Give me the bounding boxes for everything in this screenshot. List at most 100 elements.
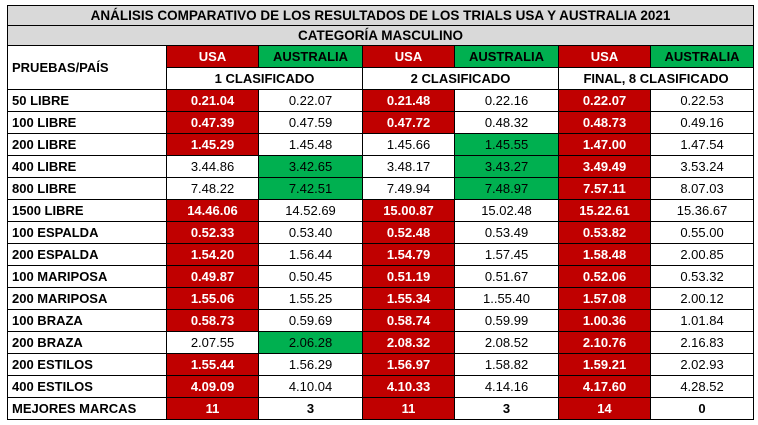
time-cell: 0.22.07 <box>258 89 363 112</box>
time-cell: 15.36.67 <box>649 199 755 222</box>
time-cell: 2.08.52 <box>454 331 559 354</box>
time-cell: 0.59.99 <box>454 309 559 332</box>
time-cell: 3.43.27 <box>454 155 559 178</box>
event-label: 200 LIBRE <box>7 133 167 156</box>
time-cell: 1.47.00 <box>558 133 651 156</box>
time-cell: 1.54.79 <box>362 243 455 266</box>
time-cell: 2.10.76 <box>558 331 651 354</box>
totals-value: 0 <box>649 397 755 420</box>
event-label: 50 LIBRE <box>7 89 167 112</box>
time-cell: 0.48.32 <box>454 111 559 134</box>
table-row: 400 ESTILOS 4.09.09 4.10.04 4.10.33 4.14.16 4… <box>7 375 755 398</box>
time-cell: 7.49.94 <box>362 177 455 200</box>
time-cell: 1.55.34 <box>362 287 455 310</box>
time-cell: 4.10.33 <box>362 375 455 398</box>
time-cell: 0.22.16 <box>454 89 559 112</box>
event-label: 100 BRAZA <box>7 309 167 332</box>
country-header-usa: USA <box>166 45 259 68</box>
time-cell: 2.16.83 <box>649 331 755 354</box>
event-label: 200 ESTILOS <box>7 353 167 376</box>
table-row: 200 BRAZA 2.07.55 2.06.28 2.08.32 2.08.52 2.1… <box>7 331 755 354</box>
time-cell: 0.58.74 <box>362 309 455 332</box>
time-cell: 0.59.69 <box>258 309 363 332</box>
time-cell: 0.53.49 <box>454 221 559 244</box>
event-label: 800 LIBRE <box>7 177 167 200</box>
totals-value: 14 <box>558 397 651 420</box>
country-header-usa: USA <box>362 45 455 68</box>
table-row: 100 ESPALDA 0.52.33 0.53.40 0.52.48 0.53.49 0… <box>7 221 755 244</box>
time-cell: 1.55.44 <box>166 353 259 376</box>
totals-value: 3 <box>454 397 559 420</box>
time-cell: 0.52.06 <box>558 265 651 288</box>
totals-value: 11 <box>166 397 259 420</box>
table-row: 1500 LIBRE 14.46.06 14.52.69 15.00.87 15.02.… <box>7 199 755 222</box>
time-cell: 3.42.65 <box>258 155 363 178</box>
event-label: 1500 LIBRE <box>7 199 167 222</box>
time-cell: 0.21.48 <box>362 89 455 112</box>
time-cell: 3.44.86 <box>166 155 259 178</box>
time-cell: 0.53.82 <box>558 221 651 244</box>
time-cell: 3.48.17 <box>362 155 455 178</box>
time-cell: 4.10.04 <box>258 375 363 398</box>
totals-label: MEJORES MARCAS <box>7 397 167 420</box>
table-row: 200 MARIPOSA 1.55.06 1.55.25 1.55.34 1..55.4… <box>7 287 755 310</box>
time-cell: 0.58.73 <box>166 309 259 332</box>
comparison-table: ANÁLISIS COMPARATIVO DE LOS RESULTADOS D… <box>6 5 755 420</box>
time-cell: 1.45.29 <box>166 133 259 156</box>
event-label: 100 LIBRE <box>7 111 167 134</box>
time-cell: 1..55.40 <box>454 287 559 310</box>
event-label: 200 ESPALDA <box>7 243 167 266</box>
time-cell: 0.52.48 <box>362 221 455 244</box>
event-label: 100 MARIPOSA <box>7 265 167 288</box>
time-cell: 1.58.82 <box>454 353 559 376</box>
time-cell: 0.49.16 <box>649 111 755 134</box>
table-row: 100 LIBRE 0.47.39 0.47.59 0.47.72 0.48.32 0.4… <box>7 111 755 134</box>
country-header-australia: AUSTRALIA <box>649 45 755 68</box>
time-cell: 1.57.08 <box>558 287 651 310</box>
totals-row: MEJORES MARCAS 11 3 11 3 14 0 <box>7 397 755 420</box>
time-cell: 8.07.03 <box>649 177 755 200</box>
corner-label: PRUEBAS/PAÍS <box>7 45 167 90</box>
time-cell: 1.45.48 <box>258 133 363 156</box>
comparison-table-wrapper: ANÁLISIS COMPARATIVO DE LOS RESULTADOS D… <box>6 5 755 420</box>
totals-value: 11 <box>362 397 455 420</box>
time-cell: 4.09.09 <box>166 375 259 398</box>
time-cell: 0.22.07 <box>558 89 651 112</box>
time-cell: 2.00.85 <box>649 243 755 266</box>
time-cell: 7.42.51 <box>258 177 363 200</box>
time-cell: 1.56.29 <box>258 353 363 376</box>
time-cell: 7.48.97 <box>454 177 559 200</box>
time-cell: 1.45.55 <box>454 133 559 156</box>
table-row: 100 MARIPOSA 0.49.87 0.50.45 0.51.19 0.51.67… <box>7 265 755 288</box>
time-cell: 2.08.32 <box>362 331 455 354</box>
table-row: 100 BRAZA 0.58.73 0.59.69 0.58.74 0.59.99 1.0… <box>7 309 755 332</box>
phase-header: 1 CLASIFICADO <box>166 67 363 90</box>
table-title: ANÁLISIS COMPARATIVO DE LOS RESULTADOS D… <box>6 5 755 26</box>
time-cell: 3.49.49 <box>558 155 651 178</box>
time-cell: 4.17.60 <box>558 375 651 398</box>
time-cell: 0.47.72 <box>362 111 455 134</box>
phase-header: FINAL, 8 CLASIFICADO <box>557 67 755 90</box>
time-cell: 2.02.93 <box>649 353 755 376</box>
time-cell: 15.00.87 <box>362 199 455 222</box>
time-cell: 1.01.84 <box>649 309 755 332</box>
table-row: 50 LIBRE 0.21.04 0.22.07 0.21.48 0.22.16 0.22… <box>7 89 755 112</box>
time-cell: 1.47.54 <box>649 133 755 156</box>
event-label: 200 MARIPOSA <box>7 287 167 310</box>
time-cell: 3.53.24 <box>649 155 755 178</box>
time-cell: 0.47.39 <box>166 111 259 134</box>
table-row: 200 ESTILOS 1.55.44 1.56.29 1.56.97 1.58.82 1… <box>7 353 755 376</box>
time-cell: 0.53.40 <box>258 221 363 244</box>
country-header-usa: USA <box>558 45 651 68</box>
time-cell: 1.57.45 <box>454 243 559 266</box>
time-cell: 0.50.45 <box>258 265 363 288</box>
table-row: 400 LIBRE 3.44.86 3.42.65 3.48.17 3.43.27 3.4… <box>7 155 755 178</box>
time-cell: 0.55.00 <box>649 221 755 244</box>
time-cell: 0.49.87 <box>166 265 259 288</box>
table-row: 200 ESPALDA 1.54.20 1.56.44 1.54.79 1.57.45 1… <box>7 243 755 266</box>
time-cell: 0.47.59 <box>258 111 363 134</box>
event-label: 400 LIBRE <box>7 155 167 178</box>
time-cell: 0.22.53 <box>649 89 755 112</box>
country-header-australia: AUSTRALIA <box>454 45 559 68</box>
time-cell: 1.59.21 <box>558 353 651 376</box>
